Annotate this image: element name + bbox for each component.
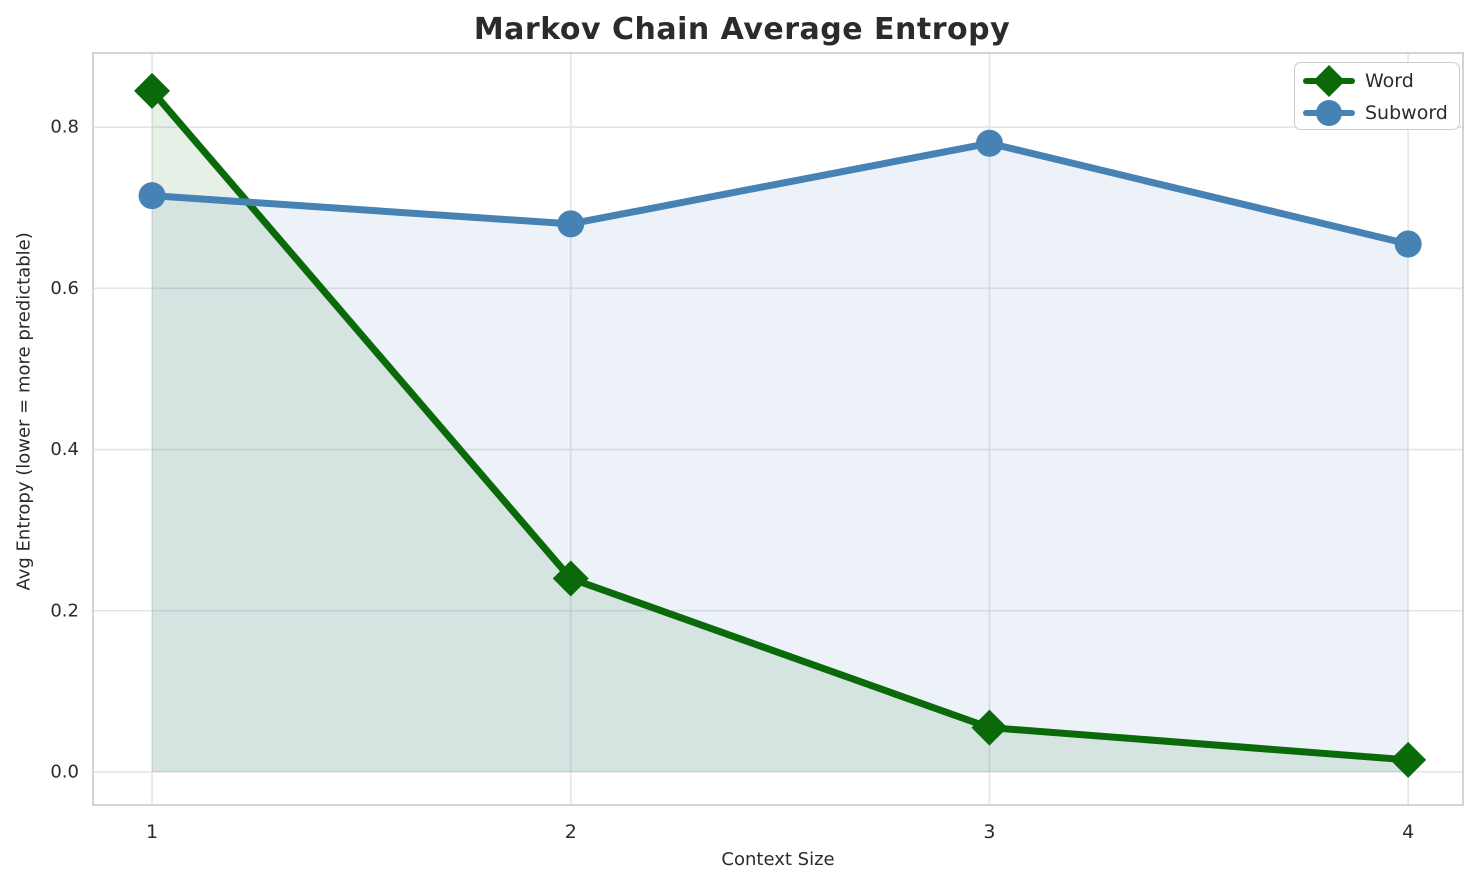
legend-item-subword: Subword [1303, 97, 1451, 129]
x-tick-label: 4 [1402, 821, 1414, 843]
subword-marker [1394, 230, 1422, 258]
subword-circle-icon [1303, 100, 1355, 126]
subword-marker [975, 129, 1003, 157]
x-axis-label: Context Size [721, 849, 835, 870]
legend-label-subword: Subword [1365, 101, 1448, 124]
word-marker [552, 560, 589, 597]
legend: Word Subword [1294, 62, 1460, 130]
x-tick-label: 3 [983, 821, 995, 843]
word-marker [971, 709, 1008, 746]
legend-label-word: Word [1365, 69, 1414, 92]
word-diamond-icon [1303, 65, 1355, 97]
subword-marker [138, 182, 166, 210]
word-marker [1390, 741, 1427, 778]
legend-item-word: Word [1303, 65, 1451, 97]
plot-border [92, 52, 1464, 806]
word-area-fill [152, 90, 1409, 772]
y-tick-label: 0.8 [50, 117, 79, 138]
x-tick-label: 1 [146, 821, 158, 843]
y-tick-label: 0.2 [50, 600, 79, 621]
y-tick-label: 0.0 [50, 761, 79, 782]
word-line [148, 87, 1412, 764]
subword-area-fill [152, 143, 1409, 772]
chart-title: Markov Chain Average Entropy [473, 12, 1011, 47]
y-tick-label: 0.6 [50, 278, 79, 299]
subword-line [148, 139, 1412, 248]
word-marker [134, 72, 171, 109]
subword-marker [557, 210, 585, 238]
x-tick-label: 2 [565, 821, 577, 843]
y-tick-label: 0.4 [50, 439, 79, 460]
